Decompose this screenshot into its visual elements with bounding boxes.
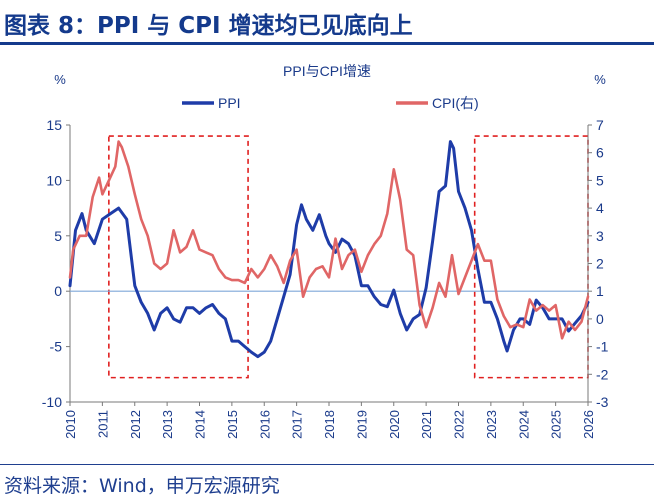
highlight-box-2 <box>473 135 589 379</box>
left-tick-label-10: 10 <box>46 172 62 188</box>
x-tick-label-2013: 2013 <box>160 410 175 439</box>
left-axis-unit: % <box>54 72 66 87</box>
left-tick-label-10: -10 <box>42 394 62 410</box>
figure-header: 图表 8：PPI 与 CPI 增速均已见底向上 <box>0 0 654 40</box>
right-tick-label-7: 7 <box>596 117 604 133</box>
figure-title: 图表 8：PPI 与 CPI 增速均已见底向上 <box>4 13 413 39</box>
right-tick-label-5: 5 <box>596 172 604 188</box>
left-tick-label-0: 0 <box>54 283 62 299</box>
right-tick-label-1: 1 <box>596 283 604 299</box>
highlight-box-1 <box>108 135 249 379</box>
right-tick-label-3: -3 <box>596 394 609 410</box>
x-tick-label-2011: 2011 <box>95 410 110 438</box>
right-tick-label-0: 0 <box>596 311 604 327</box>
series-line-ppi <box>68 140 590 359</box>
x-tick-label-2015: 2015 <box>225 410 240 439</box>
right-tick-label-1: -1 <box>596 339 609 355</box>
x-tick-label-2022: 2022 <box>452 410 467 439</box>
source-rule <box>0 464 654 465</box>
x-tick-label-2018: 2018 <box>322 410 337 439</box>
figure-source: 资料来源：Wind，申万宏源研究 <box>4 475 280 497</box>
x-tick-label-2024: 2024 <box>516 410 531 439</box>
x-tick-label-2010: 2010 <box>63 410 78 439</box>
x-tick-label-2025: 2025 <box>549 410 564 439</box>
x-tick-label-2021: 2021 <box>419 410 434 439</box>
left-tick-label-5: -5 <box>50 339 63 355</box>
x-tick-label-2023: 2023 <box>484 410 499 439</box>
x-tick-label-2012: 2012 <box>128 410 143 439</box>
left-tick-label-5: 5 <box>54 228 62 244</box>
right-tick-label-6: 6 <box>596 145 604 161</box>
x-tick-label-2026: 2026 <box>581 410 596 439</box>
left-tick-label-15: 15 <box>46 117 62 133</box>
x-tick-label-2016: 2016 <box>257 410 272 439</box>
legend-label-ppi: PPI <box>218 95 241 111</box>
right-tick-label-2: -2 <box>596 366 609 382</box>
x-tick-label-2020: 2020 <box>387 410 402 439</box>
right-axis-unit: % <box>594 72 606 87</box>
legend-label-cpi: CPI(右) <box>432 95 479 111</box>
series-line-cpi <box>68 140 590 340</box>
x-tick-label-2014: 2014 <box>193 410 208 439</box>
chart-title: PPI与CPI增速 <box>283 63 371 79</box>
x-tick-label-2017: 2017 <box>290 410 305 439</box>
title-rule <box>0 42 654 45</box>
x-tick-label-2019: 2019 <box>354 410 369 439</box>
right-tick-label-4: 4 <box>596 200 604 216</box>
ppi-cpi-chart: PPI与CPI增速% %151050-5-1076543210-1-2-32010… <box>42 63 609 439</box>
right-tick-label-2: 2 <box>596 256 604 272</box>
right-tick-label-3: 3 <box>596 228 604 244</box>
